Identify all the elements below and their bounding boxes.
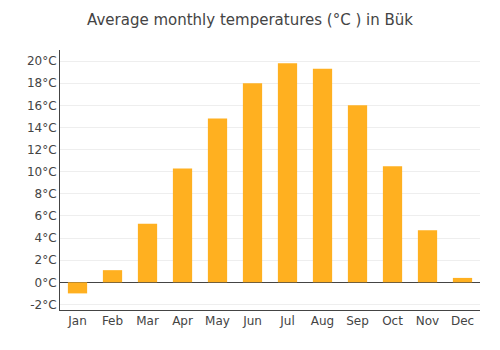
svg-text:4°C: 4°C <box>35 231 57 245</box>
svg-text:Nov: Nov <box>416 314 439 328</box>
svg-text:Sep: Sep <box>346 314 369 328</box>
svg-text:16°C: 16°C <box>27 99 57 113</box>
svg-text:Jun: Jun <box>242 314 262 328</box>
svg-text:6°C: 6°C <box>35 209 57 223</box>
svg-text:8°C: 8°C <box>35 187 57 201</box>
svg-text:-2°C: -2°C <box>30 298 56 312</box>
svg-text:Oct: Oct <box>382 314 403 328</box>
svg-text:0°C: 0°C <box>35 276 57 290</box>
svg-text:10°C: 10°C <box>27 165 57 179</box>
svg-text:2°C: 2°C <box>35 253 57 267</box>
svg-text:12°C: 12°C <box>27 143 57 157</box>
svg-text:May: May <box>205 314 230 328</box>
svg-text:Jul: Jul <box>279 314 294 328</box>
svg-text:Average monthly temperatures (: Average monthly temperatures (°C ) in Bü… <box>87 11 413 29</box>
svg-text:Mar: Mar <box>136 314 159 328</box>
svg-text:20°C: 20°C <box>27 54 57 68</box>
svg-text:Apr: Apr <box>172 314 193 328</box>
svg-text:Dec: Dec <box>451 314 474 328</box>
svg-text:14°C: 14°C <box>27 121 57 135</box>
svg-text:18°C: 18°C <box>27 76 57 90</box>
svg-text:Aug: Aug <box>311 314 334 328</box>
svg-text:Jan: Jan <box>67 314 87 328</box>
svg-text:Feb: Feb <box>102 314 123 328</box>
